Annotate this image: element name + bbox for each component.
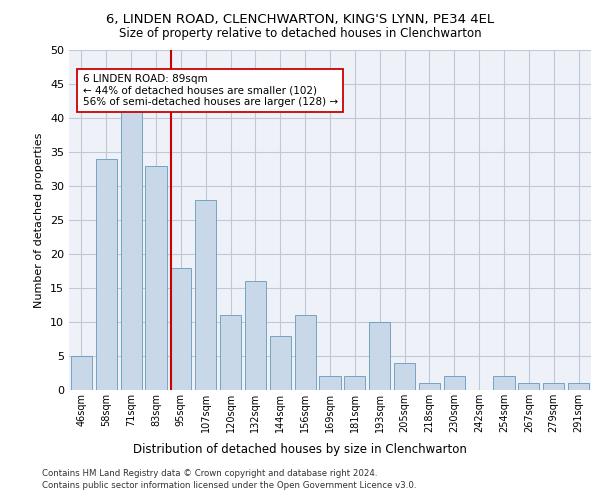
Text: Distribution of detached houses by size in Clenchwarton: Distribution of detached houses by size … [133, 442, 467, 456]
Bar [518, 383, 539, 390]
Text: 6 LINDEN ROAD: 89sqm
← 44% of detached houses are smaller (102)
56% of semi-deta: 6 LINDEN ROAD: 89sqm ← 44% of detached h… [83, 74, 338, 107]
Bar [145, 166, 167, 390]
Bar [121, 104, 142, 390]
Bar [220, 315, 241, 390]
Bar [419, 383, 440, 390]
Bar [543, 383, 564, 390]
Bar [71, 356, 92, 390]
Bar [344, 376, 365, 390]
Bar [170, 268, 191, 390]
Bar [394, 363, 415, 390]
Y-axis label: Number of detached properties: Number of detached properties [34, 132, 44, 308]
Bar [319, 376, 341, 390]
Bar [493, 376, 515, 390]
Bar [96, 159, 117, 390]
Bar [270, 336, 291, 390]
Bar [568, 383, 589, 390]
Bar [444, 376, 465, 390]
Text: Contains public sector information licensed under the Open Government Licence v3: Contains public sector information licen… [42, 481, 416, 490]
Text: 6, LINDEN ROAD, CLENCHWARTON, KING'S LYNN, PE34 4EL: 6, LINDEN ROAD, CLENCHWARTON, KING'S LYN… [106, 12, 494, 26]
Bar [195, 200, 216, 390]
Bar [245, 281, 266, 390]
Text: Size of property relative to detached houses in Clenchwarton: Size of property relative to detached ho… [119, 28, 481, 40]
Text: Contains HM Land Registry data © Crown copyright and database right 2024.: Contains HM Land Registry data © Crown c… [42, 469, 377, 478]
Bar [369, 322, 390, 390]
Bar [295, 315, 316, 390]
